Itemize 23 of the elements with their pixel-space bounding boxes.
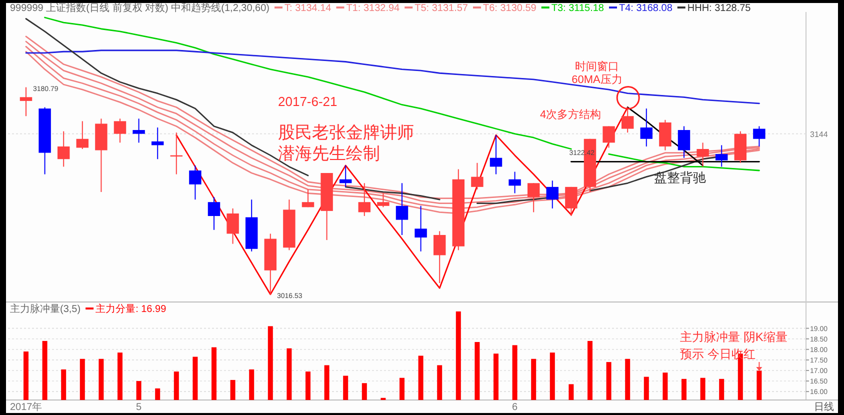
legend-label: T6: 3130.59 (482, 3, 537, 14)
annotation: 主力脉冲量 阴K缩量 (680, 330, 788, 344)
text: 60MA压力 (572, 73, 622, 86)
legend-label: T: 3134.14 (284, 3, 332, 14)
x-tick-label: 6 (512, 402, 518, 413)
text: 日线 (814, 401, 834, 413)
legend-label: HHH: 3128.75 (687, 3, 752, 14)
annotation: 潜海先生绘制 (278, 144, 380, 163)
x-tick-label: 5 (136, 402, 142, 413)
legend-label: 主力分量: 16.99 (96, 303, 167, 315)
annotation: 2017-6-21 (278, 94, 338, 109)
text: 时间窗口 (575, 60, 619, 73)
annotation: 预示 今日收红 (680, 347, 756, 361)
chart-title: 999999 上证指数(日线 前复权 对数) 中和趋势线(1,2,30,60) (10, 2, 270, 14)
legend-label: T1: 3132.94 (346, 3, 400, 14)
ref-line-label: 3144 (810, 130, 828, 139)
legend-label: T3: 3115.18 (551, 3, 604, 14)
annotation: 股民老张金牌讲师 (278, 123, 414, 142)
x-tick-label: 2017年 (10, 401, 42, 413)
legend-label: T5: 3131.57 (414, 3, 468, 14)
chart-title: 主力脉冲量(3,5) (10, 303, 81, 315)
annotation: 4次多方结构 (540, 108, 602, 121)
legend-label: T4: 3168.08 (619, 3, 673, 14)
